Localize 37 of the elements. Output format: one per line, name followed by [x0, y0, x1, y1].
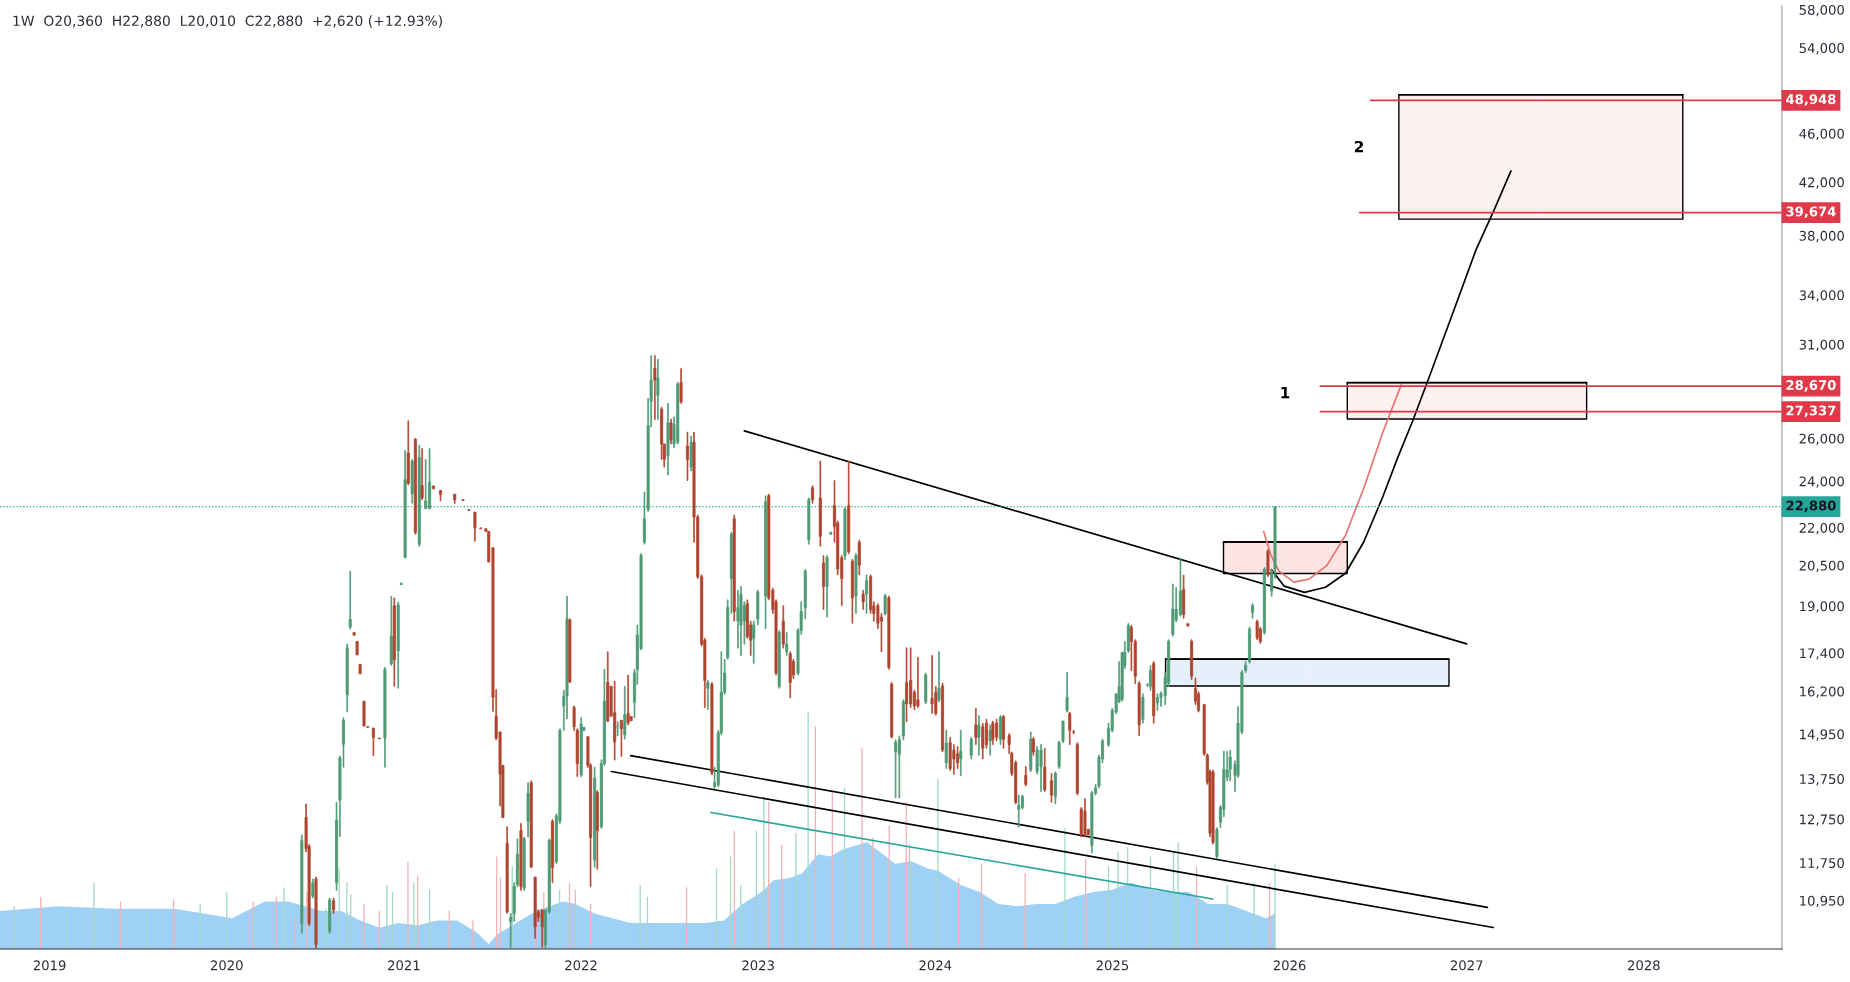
- y-tick-label: 54,000: [1799, 43, 1844, 55]
- y-tick-label: 20,500: [1799, 560, 1844, 572]
- y-tick-label: 16,200: [1800, 686, 1844, 698]
- series-label: 39,674: [1786, 206, 1836, 219]
- y-tick-label: 46,000: [1799, 128, 1844, 141]
- y-tick-label: 38,000: [1799, 230, 1844, 243]
- series-label: 48,948: [1786, 94, 1836, 106]
- x-tick-label: 2020: [210, 960, 243, 971]
- y-tick-label: 24,000: [1799, 476, 1844, 488]
- x-tick-label: 2025: [1096, 960, 1129, 971]
- x-tick-label: 2022: [565, 960, 597, 971]
- legend-label: 27,337: [1786, 405, 1836, 418]
- y-tick-label: 10,950: [1800, 895, 1844, 908]
- x-tick-label: 2023: [742, 960, 774, 971]
- y-tick-label: 42,000: [1799, 177, 1844, 189]
- y-tick-label: 31,000: [1799, 339, 1844, 351]
- y-tick-label: 11,750: [1800, 858, 1844, 870]
- x-tick-label: 2027: [1450, 960, 1483, 971]
- annotation: 2: [1354, 140, 1363, 153]
- x-tick-label: 2026: [1273, 960, 1306, 971]
- text: 1W O20,360 H22,880 L20,010 C22,880 +2,620 (+12.93%): [13, 15, 442, 28]
- y-tick-label: 12,750: [1800, 814, 1844, 826]
- y-tick-label: 19,000: [1800, 601, 1844, 613]
- x-tick-label: 2028: [1628, 960, 1660, 971]
- ref-line-label: 22,880: [1786, 500, 1836, 513]
- annotation: 1: [1281, 387, 1290, 399]
- y-tick-label: 34,000: [1799, 290, 1844, 302]
- y-tick-label: 13,750: [1800, 774, 1844, 786]
- y-tick-label: 22,000: [1799, 522, 1844, 535]
- y-tick-label: 26,000: [1799, 433, 1844, 445]
- y-tick-label: 58,000: [1799, 4, 1844, 17]
- x-tick-label: 2021: [388, 960, 420, 971]
- y-tick-label: 17,400: [1800, 648, 1844, 660]
- series-label: 28,670: [1786, 380, 1836, 392]
- x-tick-label: 2019: [33, 960, 66, 971]
- x-tick-label: 2024: [919, 960, 952, 971]
- y-tick-label: 14,950: [1800, 729, 1844, 741]
